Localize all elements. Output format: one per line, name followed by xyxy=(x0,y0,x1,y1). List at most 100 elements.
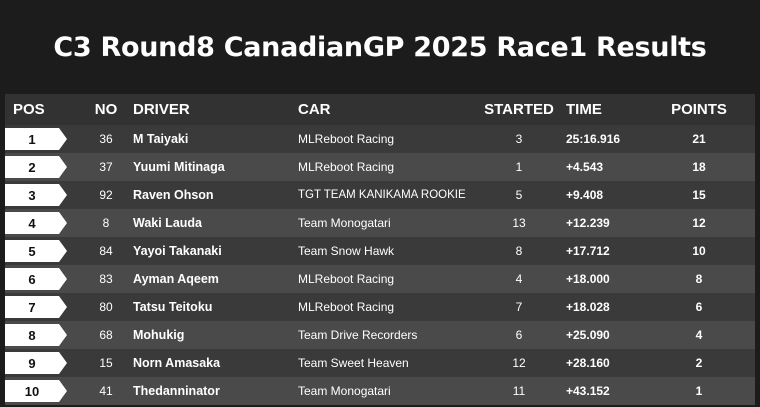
started-position: 1 xyxy=(515,160,523,174)
badge-arrow xyxy=(59,380,67,402)
results-table: POS NO DRIVER CAR STARTED TIME POINTS 1 3… xyxy=(5,94,755,405)
position-number: 1 xyxy=(5,128,59,150)
badge-arrow xyxy=(59,324,67,346)
position-badge: 5 xyxy=(5,240,71,262)
race-time: +43.152 xyxy=(566,384,610,398)
started-position: 11 xyxy=(512,384,526,398)
page-title: C3 Round8 CanadianGP 2025 Race1 Results xyxy=(53,32,707,63)
points: 18 xyxy=(692,160,706,174)
table-row: 8 68 Mohukig Team Drive Recorders 6 +25.090 4 xyxy=(5,321,755,349)
badge-arrow xyxy=(59,352,67,374)
table-row: 3 92 Raven Ohson TGT TEAM KANIKAMA ROOKIE 5 +… xyxy=(5,181,755,209)
badge-arrow xyxy=(59,184,67,206)
position-badge: 2 xyxy=(5,156,71,178)
header-started: STARTED xyxy=(484,101,554,118)
pos-cell: 10 xyxy=(5,380,79,402)
pos-cell: 3 xyxy=(5,184,79,206)
table-row: 10 41 Thedanninator Team Monogatari 11 +43.15… xyxy=(5,377,755,405)
points: 4 xyxy=(695,328,703,342)
car-team: TGT TEAM KANIKAMA ROOKIE xyxy=(298,189,466,201)
pos-cell: 4 xyxy=(5,212,79,234)
race-time: +18.000 xyxy=(566,272,610,286)
car-team: Team Snow Hawk xyxy=(298,244,395,258)
position-number: 7 xyxy=(5,296,59,318)
table-row: 5 84 Yayoi Takanaki Team Snow Hawk 8 +17.712 1… xyxy=(5,237,755,265)
points: 10 xyxy=(692,244,706,258)
header-pos: POS xyxy=(13,101,45,118)
position-number: 3 xyxy=(5,184,59,206)
car-number: 83 xyxy=(99,272,113,286)
points: 1 xyxy=(695,384,703,398)
driver-name: Mohukig xyxy=(133,328,185,342)
started-position: 12 xyxy=(512,356,526,370)
table-header: POS NO DRIVER CAR STARTED TIME POINTS xyxy=(5,94,755,125)
points: 8 xyxy=(695,272,703,286)
position-number: 8 xyxy=(5,324,59,346)
badge-arrow xyxy=(59,156,67,178)
car-team: MLReboot Racing xyxy=(298,272,395,286)
driver-name: M Taiyaki xyxy=(133,132,189,146)
table-row: 4 8 Waki Lauda Team Monogatari 13 +12.239 12 xyxy=(5,209,755,237)
car-team: Team Drive Recorders xyxy=(298,328,418,342)
points: 12 xyxy=(692,216,706,230)
pos-cell: 7 xyxy=(5,296,79,318)
position-badge: 10 xyxy=(5,380,71,402)
points: 15 xyxy=(692,188,706,202)
header-car: CAR xyxy=(298,101,331,118)
car-number: 8 xyxy=(102,216,110,230)
pos-cell: 5 xyxy=(5,240,79,262)
pos-cell: 2 xyxy=(5,156,79,178)
started-position: 8 xyxy=(515,244,523,258)
position-number: 9 xyxy=(5,352,59,374)
position-badge: 7 xyxy=(5,296,71,318)
table-body: 1 36 M Taiyaki MLReboot Racing 3 25:16.916 21 2… xyxy=(5,125,755,405)
started-position: 4 xyxy=(515,272,523,286)
driver-name: Tatsu Teitoku xyxy=(133,300,213,314)
driver-name: Norn Amasaka xyxy=(133,356,221,370)
position-badge: 9 xyxy=(5,352,71,374)
points: 6 xyxy=(695,300,703,314)
car-number: 41 xyxy=(99,384,113,398)
race-time: +12.239 xyxy=(566,216,610,230)
race-time: +17.712 xyxy=(566,244,610,258)
driver-name: Yuumi Mitinaga xyxy=(133,160,225,174)
driver-name: Ayman Aqeem xyxy=(133,272,219,286)
position-badge: 6 xyxy=(5,268,71,290)
table-row: 9 15 Norn Amasaka Team Sweet Heaven 12 +28.16… xyxy=(5,349,755,377)
car-team: Team Monogatari xyxy=(298,216,391,230)
badge-arrow xyxy=(59,296,67,318)
car-team: MLReboot Racing xyxy=(298,160,395,174)
position-badge: 1 xyxy=(5,128,71,150)
race-time: 25:16.916 xyxy=(566,132,621,146)
badge-arrow xyxy=(59,240,67,262)
race-time: +25.090 xyxy=(566,328,610,342)
pos-cell: 8 xyxy=(5,324,79,346)
header-points: POINTS xyxy=(671,101,727,118)
car-team: Team Sweet Heaven xyxy=(298,356,409,370)
table-row: 1 36 M Taiyaki MLReboot Racing 3 25:16.916 21 xyxy=(5,125,755,153)
driver-name: Waki Lauda xyxy=(133,216,202,230)
position-badge: 4 xyxy=(5,212,71,234)
badge-arrow xyxy=(59,268,67,290)
started-position: 5 xyxy=(515,188,523,202)
pos-cell: 9 xyxy=(5,352,79,374)
car-number: 80 xyxy=(99,300,113,314)
started-position: 7 xyxy=(515,300,523,314)
position-badge: 8 xyxy=(5,324,71,346)
position-number: 4 xyxy=(5,212,59,234)
started-position: 3 xyxy=(515,132,523,146)
driver-name: Yayoi Takanaki xyxy=(133,244,222,258)
position-number: 2 xyxy=(5,156,59,178)
table-row: 6 83 Ayman Aqeem MLReboot Racing 4 +18.000 8 xyxy=(5,265,755,293)
pos-cell: 1 xyxy=(5,128,79,150)
position-number: 5 xyxy=(5,240,59,262)
started-position: 6 xyxy=(515,328,523,342)
car-team: MLReboot Racing xyxy=(298,300,395,314)
car-team: MLReboot Racing xyxy=(298,132,395,146)
position-badge: 3 xyxy=(5,184,71,206)
points: 21 xyxy=(692,132,706,146)
driver-name: Thedanninator xyxy=(133,384,220,398)
race-time: +18.028 xyxy=(566,300,610,314)
car-number: 15 xyxy=(99,356,113,370)
header-time: TIME xyxy=(566,101,602,118)
